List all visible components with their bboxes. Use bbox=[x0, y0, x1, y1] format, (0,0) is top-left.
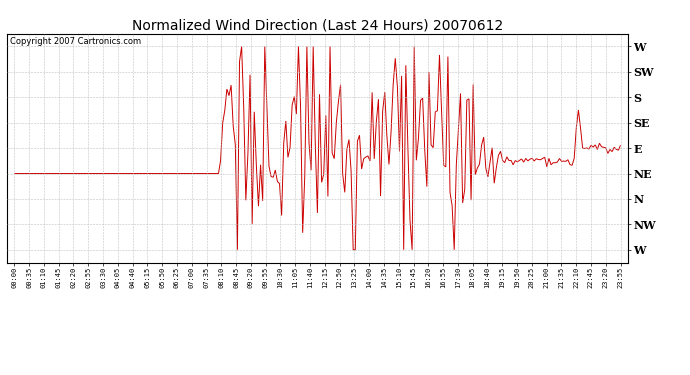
Title: Normalized Wind Direction (Last 24 Hours) 20070612: Normalized Wind Direction (Last 24 Hours… bbox=[132, 19, 503, 33]
Text: Copyright 2007 Cartronics.com: Copyright 2007 Cartronics.com bbox=[10, 37, 141, 46]
